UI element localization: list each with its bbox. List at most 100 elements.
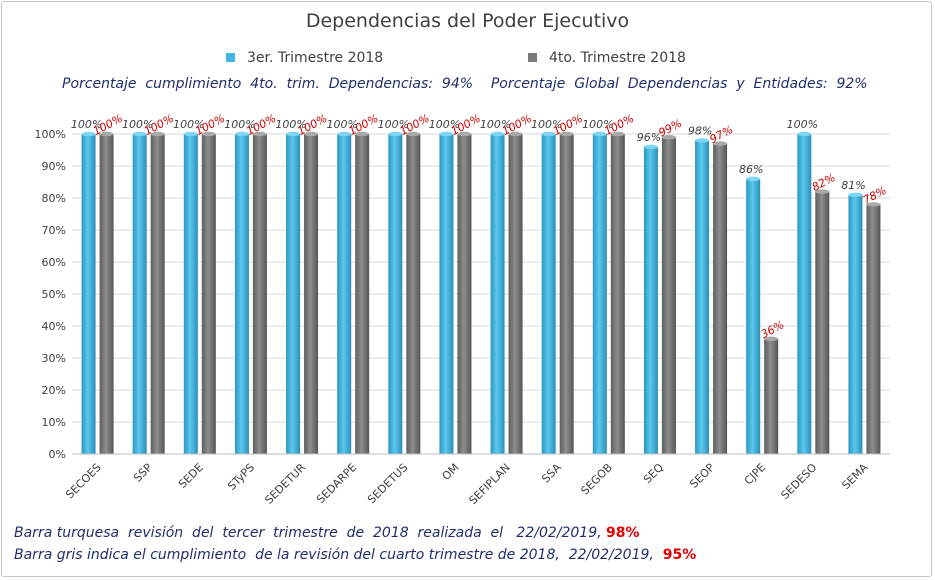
data-label: 100% — [122, 118, 153, 131]
y-tick-label: 80% — [42, 192, 66, 205]
bar-3er-trimestre — [81, 134, 96, 454]
legend-swatch-turquoise — [226, 53, 235, 62]
x-tick-label: OM — [440, 461, 462, 483]
data-label: 100% — [326, 118, 357, 131]
legend-item-series-2: 4to. Trimestre 2018 — [528, 50, 686, 66]
bar-3er-trimestre — [439, 134, 454, 454]
data-label: 100% — [787, 118, 818, 131]
bar-cap — [252, 131, 267, 137]
x-tick-label: SEDARPE — [314, 461, 359, 506]
bar-4to-trimestre — [252, 134, 267, 454]
info-dependencias: Porcentaje cumplimiento 4to. trim. Depen… — [62, 76, 474, 92]
data-label: 100% — [429, 118, 460, 131]
bar-cap — [234, 131, 249, 137]
bar-cap — [337, 131, 352, 137]
chart-title: Dependencias del Poder Ejecutivo — [305, 10, 630, 32]
data-label: 100% — [275, 118, 306, 131]
bar-cap — [764, 336, 779, 341]
bar-4to-trimestre — [815, 191, 830, 454]
bar-3er-trimestre — [746, 178, 761, 455]
bar-cap — [797, 131, 812, 137]
footnote-fourth-quarter-text: Barra gris indica el cumplimiento de la … — [14, 547, 663, 563]
bar-cap — [183, 131, 198, 137]
y-tick-label: 30% — [42, 352, 66, 365]
legend-label-series-1: 3er. Trimestre 2018 — [247, 50, 384, 66]
bar-cap — [746, 176, 761, 181]
bar-3er-trimestre — [388, 134, 403, 454]
bar-3er-trimestre — [286, 134, 301, 454]
bar-cap — [541, 131, 556, 137]
bar-cap — [132, 131, 147, 137]
bar-3er-trimestre — [695, 140, 710, 454]
y-tick-label: 100% — [35, 128, 66, 141]
bar-3er-trimestre — [592, 134, 607, 454]
x-tick-label: SSP — [131, 461, 155, 485]
data-label: 100% — [71, 118, 102, 131]
footnote-fourth-quarter-pct: 95% — [662, 547, 697, 563]
x-tick-label: SEQ — [641, 461, 666, 486]
bar-3er-trimestre — [234, 134, 249, 454]
bar-cap — [81, 131, 96, 137]
data-label: 100% — [173, 118, 204, 131]
y-tick-label: 10% — [42, 416, 66, 429]
legend-swatch-gray — [528, 53, 537, 62]
bar-cap — [150, 131, 165, 137]
bar-cap — [695, 138, 710, 143]
y-tick-label: 0% — [49, 448, 66, 461]
data-label: 86% — [739, 163, 763, 176]
bar-4to-trimestre — [713, 143, 728, 454]
bar-3er-trimestre — [183, 134, 198, 454]
x-tick-label: SEOP — [687, 461, 717, 491]
x-tick-label: SEFIPLAN — [467, 461, 513, 507]
bar-4to-trimestre — [406, 134, 421, 454]
legend-item-series-1: 3er. Trimestre 2018 — [226, 50, 383, 66]
bar-cap — [286, 131, 301, 137]
bar-cap — [610, 131, 625, 137]
y-tick-label: 50% — [42, 288, 66, 301]
bar-4to-trimestre — [866, 204, 881, 454]
bar-cap — [559, 131, 574, 137]
y-tick-label: 90% — [42, 160, 66, 173]
bar-cap — [713, 141, 728, 146]
x-tick-label: SEMA — [839, 461, 870, 492]
x-tick-label: SEDESO — [778, 461, 819, 502]
bar-cap — [508, 131, 523, 137]
bar-4to-trimestre — [150, 134, 165, 454]
data-label: 100% — [480, 118, 511, 131]
bar-cap — [304, 131, 319, 137]
info-global: Porcentaje Global Dependencias y Entidad… — [490, 76, 868, 92]
bar-3er-trimestre — [490, 134, 505, 454]
y-tick-label: 40% — [42, 320, 66, 333]
bar-cap — [848, 192, 863, 197]
bar-4to-trimestre — [457, 134, 472, 454]
bar-cap — [388, 131, 403, 137]
bar-4to-trimestre — [304, 134, 319, 454]
y-tick-label: 70% — [42, 224, 66, 237]
bar-3er-trimestre — [643, 146, 658, 455]
y-tick-label: 20% — [42, 384, 66, 397]
bar-cap — [866, 202, 881, 207]
bar-4to-trimestre — [610, 134, 625, 454]
bar-4to-trimestre — [201, 134, 216, 454]
x-tick-label: SEDETUS — [365, 461, 410, 506]
bar-3er-trimestre — [337, 134, 352, 454]
data-label: 98% — [688, 124, 712, 137]
bar-3er-trimestre — [848, 194, 863, 455]
data-label: 100% — [582, 118, 613, 131]
bar-cap — [99, 131, 114, 137]
bar-cap — [439, 131, 454, 137]
x-tick-label: SEDETUR — [262, 461, 308, 507]
info-line: Porcentaje cumplimiento 4to. trim. Depen… — [62, 76, 922, 92]
bar-cap — [661, 135, 676, 140]
bar-4to-trimestre — [99, 134, 114, 454]
bar-cap — [406, 131, 421, 137]
bar-4to-trimestre — [559, 134, 574, 454]
bar-4to-trimestre — [508, 134, 523, 454]
x-tick-label: CJPE — [742, 461, 769, 488]
data-label: 100% — [378, 118, 409, 131]
bar-cap — [592, 131, 607, 137]
bar-cap — [201, 131, 216, 137]
bar-3er-trimestre — [797, 134, 812, 454]
bar-4to-trimestre — [355, 134, 370, 454]
